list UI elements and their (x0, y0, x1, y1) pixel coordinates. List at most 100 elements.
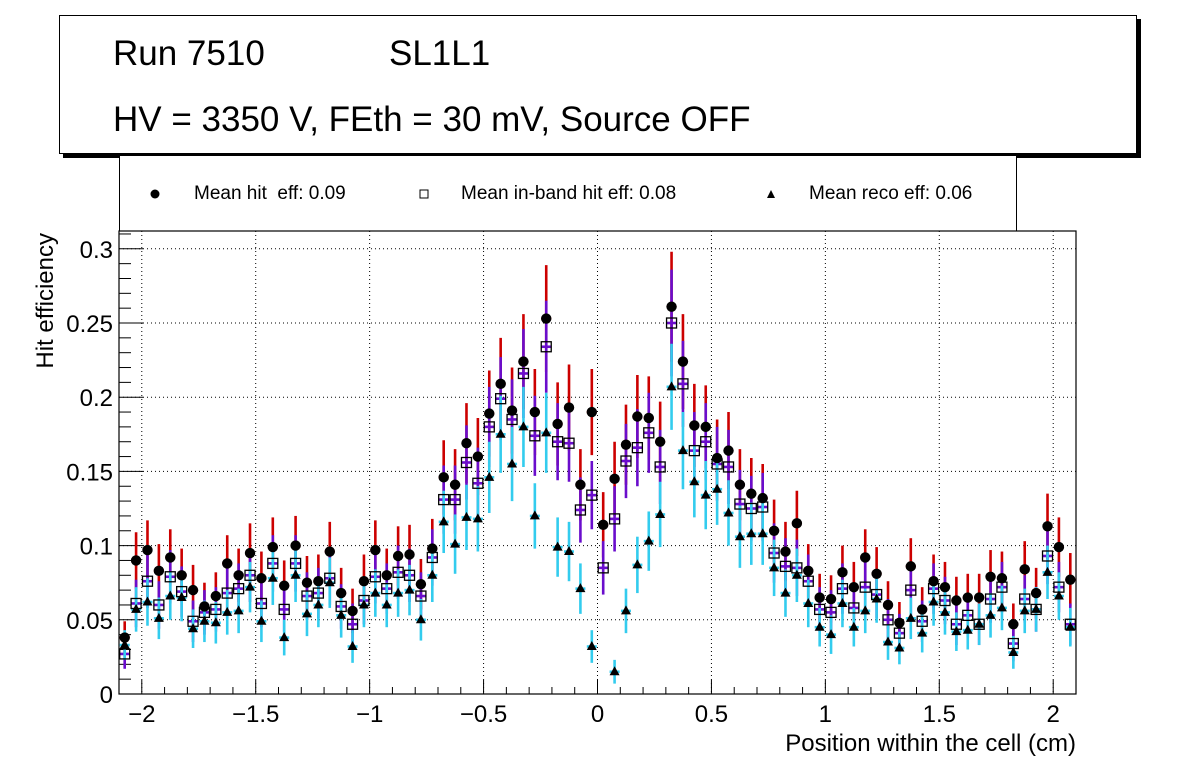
data-point-inband-eff (745, 502, 757, 515)
x-tick-label: 0.5 (695, 701, 728, 728)
data-point-inband-eff (563, 437, 575, 449)
data-point-inband-eff (848, 602, 860, 614)
data-point-hit-eff (313, 576, 324, 587)
data-point-hit-eff (916, 604, 928, 615)
data-point-inband-eff (517, 367, 530, 380)
data-point-hit-eff (438, 472, 449, 483)
x-tick-label: −1 (356, 701, 383, 728)
y-tick-label: 0.3 (80, 237, 113, 264)
data-point-reco-eff (746, 528, 757, 538)
data-point-reco-eff (484, 471, 495, 481)
data-point-inband-eff (905, 584, 917, 596)
data-point-hit-eff (666, 301, 677, 312)
data-point-inband-eff (403, 569, 416, 581)
data-point-reco-eff (575, 583, 586, 593)
legend-entry-hit-eff: Mean hit eff: 0.09 (194, 183, 346, 204)
data-point-hit-eff (689, 420, 700, 431)
data-point-reco-eff (939, 606, 950, 616)
data-point-hit-eff (495, 378, 506, 390)
data-point-hit-eff (142, 544, 153, 556)
data-point-hit-eff (575, 479, 586, 490)
data-point-inband-eff (438, 493, 450, 506)
legend (119, 156, 1017, 231)
title-box (59, 15, 1137, 154)
data-point-inband-eff (460, 456, 473, 469)
data-point-reco-eff (210, 617, 221, 627)
data-point-reco-eff (826, 629, 837, 639)
data-point-hit-eff (153, 565, 165, 577)
legend-entry-inband-eff: Mean in-band hit eff: 0.08 (461, 183, 677, 204)
data-point-inband-eff (267, 557, 279, 570)
data-point-reco-eff (427, 569, 438, 579)
data-point-inband-eff (814, 603, 826, 616)
data-point-reco-eff (290, 569, 301, 579)
data-point-hit-eff (814, 592, 825, 603)
run-label: Run 7510 (113, 34, 265, 73)
data-point-reco-eff (769, 562, 780, 572)
data-point-inband-eff (221, 587, 233, 599)
data-point-reco-eff (507, 458, 518, 468)
data-point-inband-eff (244, 569, 256, 581)
x-tick-label: 0 (591, 701, 604, 728)
data-point-hit-eff (541, 313, 552, 324)
data-point-inband-eff (278, 603, 290, 616)
x-tick-label: 1.5 (923, 701, 956, 728)
data-point-hit-eff (848, 581, 860, 593)
data-point-reco-eff (974, 618, 985, 628)
data-point-hit-eff (780, 546, 791, 557)
data-point-hit-eff (404, 549, 415, 560)
data-point-hit-eff (643, 412, 654, 424)
data-point-reco-eff (780, 587, 791, 597)
data-point-reco-eff (689, 476, 700, 486)
data-point-inband-eff (654, 461, 666, 473)
layer-label: SL1L1 (389, 34, 491, 73)
markers (119, 301, 1076, 676)
data-point-reco-eff (848, 621, 859, 631)
y-tick-label: 0 (100, 682, 113, 709)
data-point-reco-eff (837, 597, 848, 607)
data-point-hit-eff (370, 544, 381, 556)
data-point-hit-eff (552, 418, 563, 430)
data-point-hit-eff (951, 595, 962, 606)
data-point-inband-eff (495, 393, 507, 405)
data-point-reco-eff (370, 587, 381, 597)
data-point-inband-eff (210, 603, 222, 616)
data-point-reco-eff (871, 593, 882, 603)
legend-marker-square-icon (419, 189, 429, 199)
data-point-reco-eff (336, 609, 347, 619)
data-point-hit-eff (165, 552, 176, 563)
y-tick-labels: 0 0.05 0.1 0.15 0.2 0.25 0.3 (66, 237, 113, 709)
data-point-hit-eff (734, 479, 746, 490)
data-point-inband-eff (426, 551, 438, 564)
data-point-inband-eff (825, 606, 837, 619)
data-point-hit-eff (996, 573, 1008, 584)
data-point-reco-eff (632, 559, 643, 569)
data-point-inband-eff (586, 489, 598, 501)
conditions-label: HV = 3350 V, FEth = 30 mV, Source OFF (113, 100, 751, 139)
data-point-inband-eff (779, 560, 792, 573)
data-point-hit-eff (609, 473, 620, 485)
data-point-inband-eff (529, 430, 541, 442)
data-point-inband-eff (540, 341, 552, 353)
data-point-reco-eff (712, 483, 723, 493)
data-point-inband-eff (768, 547, 780, 559)
data-point-reco-eff (119, 639, 130, 649)
y-tick-label: 0.25 (66, 311, 113, 338)
data-point-inband-eff (449, 493, 461, 506)
data-point-hit-eff (233, 570, 244, 581)
data-point-reco-eff (620, 605, 631, 615)
data-point-hit-eff (962, 592, 973, 603)
data-point-inband-eff (141, 575, 154, 587)
data-point-inband-eff (551, 436, 564, 448)
data-point-inband-eff (1041, 550, 1054, 562)
data-point-reco-eff (358, 599, 369, 609)
data-point-hit-eff (791, 518, 803, 529)
data-point-reco-eff (1065, 621, 1076, 631)
data-point-hit-eff (449, 479, 461, 490)
data-point-inband-eff (620, 455, 632, 467)
data-point-hit-eff (381, 570, 392, 581)
x-tick-label: −2 (128, 701, 155, 728)
data-point-hit-eff (1008, 619, 1019, 630)
data-point-inband-eff (665, 317, 678, 329)
